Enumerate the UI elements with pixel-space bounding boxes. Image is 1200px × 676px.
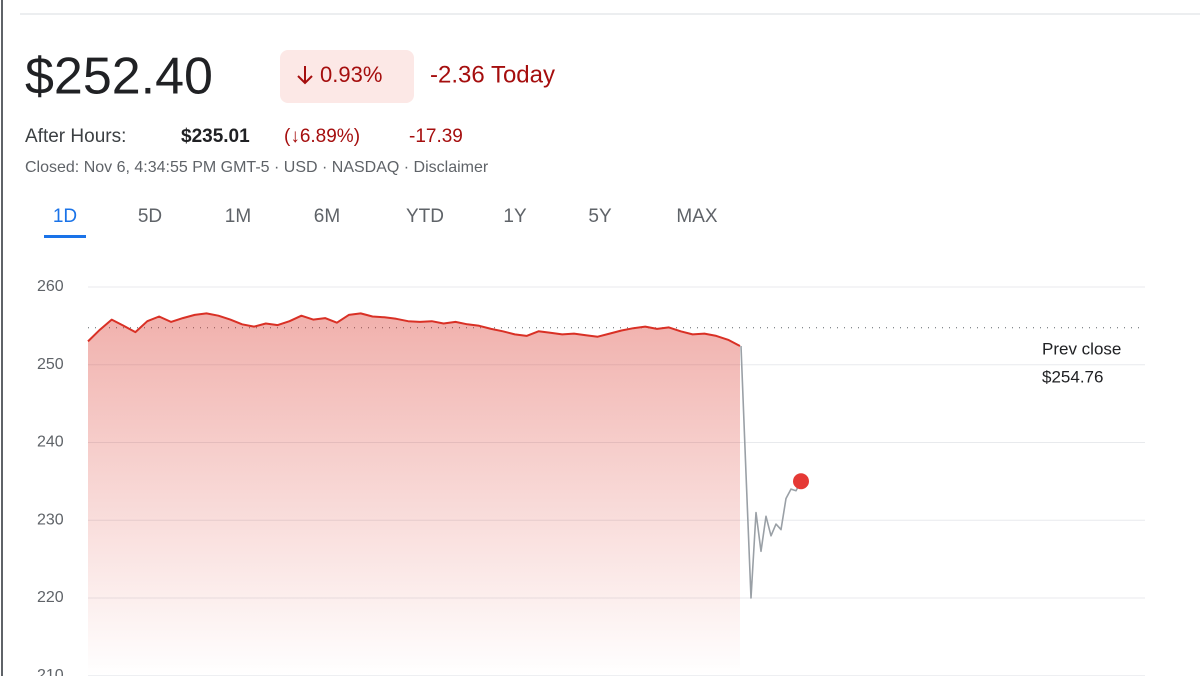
range-tab[interactable]: 1Y	[503, 206, 527, 227]
y-tick-label: 230	[37, 511, 64, 528]
after-hours-line	[740, 345, 802, 599]
session-line	[87, 312, 741, 347]
price-chart: 210 220 230 240 250 260	[37, 278, 1145, 676]
area-fill	[88, 313, 740, 676]
range-tab[interactable]: MAX	[676, 206, 718, 227]
range-tab[interactable]: 5D	[138, 206, 162, 227]
active-tab-underline	[44, 235, 86, 238]
range-tab[interactable]: 6M	[314, 206, 340, 227]
y-tick-label: 250	[37, 356, 64, 373]
down-arrow	[297, 66, 313, 85]
after-hours-price: $235.01	[181, 126, 250, 147]
y-tick-label: 220	[37, 589, 64, 606]
price: $252.40	[25, 48, 213, 106]
change-today: -2.36 Today	[430, 61, 555, 88]
range-tab[interactable]: 1D	[53, 206, 77, 227]
range-tabs: 1D 5D 1M 6M YTD 1Y 5Y MAX	[44, 206, 718, 238]
y-tick-label: 210	[37, 667, 64, 676]
change-percent: 0.93%	[320, 62, 382, 87]
prev-close-value: $254.76	[1042, 367, 1103, 386]
range-tab[interactable]: YTD	[406, 206, 444, 227]
market-status: Closed: Nov 6, 4:34:55 PM GMT-5 · USD · …	[25, 159, 489, 176]
y-tick-label: 240	[37, 434, 64, 451]
after-hours-percent: (↓6.89%)	[284, 126, 360, 147]
range-tab[interactable]: 5Y	[588, 206, 612, 227]
change-badge	[280, 50, 414, 103]
after-hours-label: After Hours:	[25, 126, 126, 147]
y-tick-label: 260	[37, 278, 64, 295]
prev-close-title: Prev close	[1042, 339, 1121, 358]
after-hours-change: -17.39	[409, 126, 463, 147]
range-tab[interactable]: 1M	[225, 206, 251, 227]
last-price-dot	[793, 473, 809, 490]
